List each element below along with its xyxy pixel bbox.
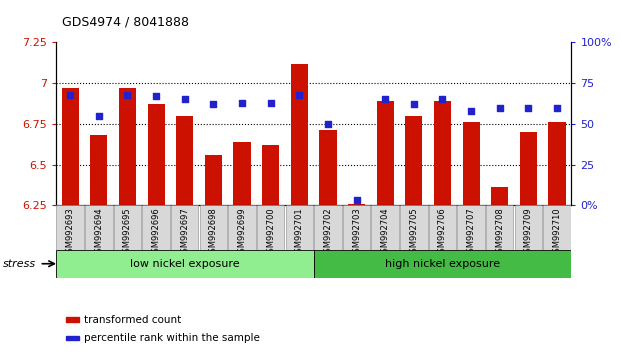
Bar xyxy=(491,187,509,205)
Bar xyxy=(85,205,112,250)
Text: GSM992710: GSM992710 xyxy=(553,207,561,258)
Bar xyxy=(57,205,84,250)
Bar xyxy=(314,250,571,278)
Bar xyxy=(376,101,394,205)
Text: GSM992699: GSM992699 xyxy=(237,207,247,258)
Point xyxy=(409,102,419,107)
Bar xyxy=(148,104,165,205)
Text: GSM992701: GSM992701 xyxy=(295,207,304,258)
Bar xyxy=(66,336,79,340)
Point xyxy=(380,97,390,102)
Bar xyxy=(314,205,342,250)
Text: GSM992697: GSM992697 xyxy=(180,207,189,258)
Bar xyxy=(205,155,222,205)
Bar xyxy=(262,145,279,205)
Text: GSM992707: GSM992707 xyxy=(466,207,476,258)
Point xyxy=(437,97,447,102)
Bar xyxy=(199,205,227,250)
Bar xyxy=(229,205,256,250)
Bar xyxy=(428,205,456,250)
Bar xyxy=(520,132,537,205)
Bar xyxy=(515,205,542,250)
Bar xyxy=(371,205,399,250)
Point xyxy=(323,121,333,127)
Point xyxy=(151,93,161,99)
Bar xyxy=(257,205,284,250)
Bar xyxy=(406,116,422,205)
Text: GDS4974 / 8041888: GDS4974 / 8041888 xyxy=(62,15,189,28)
Bar xyxy=(114,205,141,250)
Point xyxy=(266,100,276,105)
Bar xyxy=(56,250,314,278)
Bar xyxy=(66,317,79,321)
Bar xyxy=(543,205,571,250)
Point xyxy=(552,105,562,110)
Point xyxy=(179,97,189,102)
Bar xyxy=(61,88,79,205)
Bar xyxy=(171,205,199,250)
Bar xyxy=(348,204,365,205)
Bar xyxy=(291,64,308,205)
Point xyxy=(237,100,247,105)
Text: GSM992708: GSM992708 xyxy=(495,207,504,258)
Point xyxy=(94,113,104,119)
Bar xyxy=(319,130,337,205)
Point xyxy=(466,108,476,114)
Text: percentile rank within the sample: percentile rank within the sample xyxy=(84,333,260,343)
Bar xyxy=(463,122,479,205)
Text: GSM992694: GSM992694 xyxy=(94,207,103,258)
Bar xyxy=(457,205,485,250)
Text: GSM992702: GSM992702 xyxy=(324,207,332,258)
Text: GSM992704: GSM992704 xyxy=(381,207,390,258)
Bar xyxy=(176,116,193,205)
Point xyxy=(351,198,361,203)
Text: transformed count: transformed count xyxy=(84,315,181,325)
Bar xyxy=(286,205,313,250)
Bar xyxy=(343,205,370,250)
Point xyxy=(495,105,505,110)
Bar xyxy=(486,205,514,250)
Bar xyxy=(142,205,170,250)
Bar xyxy=(548,122,566,205)
Bar xyxy=(119,88,136,205)
Point xyxy=(209,102,219,107)
Text: GSM992706: GSM992706 xyxy=(438,207,447,258)
Point xyxy=(294,92,304,97)
Text: GSM992698: GSM992698 xyxy=(209,207,218,258)
Text: GSM992693: GSM992693 xyxy=(66,207,75,258)
Point xyxy=(524,105,533,110)
Text: GSM992705: GSM992705 xyxy=(409,207,419,258)
Point xyxy=(65,92,75,97)
Text: high nickel exposure: high nickel exposure xyxy=(385,259,500,269)
Bar xyxy=(90,135,107,205)
Bar xyxy=(233,142,251,205)
Text: stress: stress xyxy=(3,259,36,269)
Text: GSM992703: GSM992703 xyxy=(352,207,361,258)
Bar xyxy=(400,205,428,250)
Text: GSM992709: GSM992709 xyxy=(524,207,533,258)
Text: GSM992695: GSM992695 xyxy=(123,207,132,258)
Text: low nickel exposure: low nickel exposure xyxy=(130,259,240,269)
Text: GSM992700: GSM992700 xyxy=(266,207,275,258)
Point xyxy=(122,92,132,97)
Text: GSM992696: GSM992696 xyxy=(152,207,161,258)
Bar xyxy=(434,101,451,205)
